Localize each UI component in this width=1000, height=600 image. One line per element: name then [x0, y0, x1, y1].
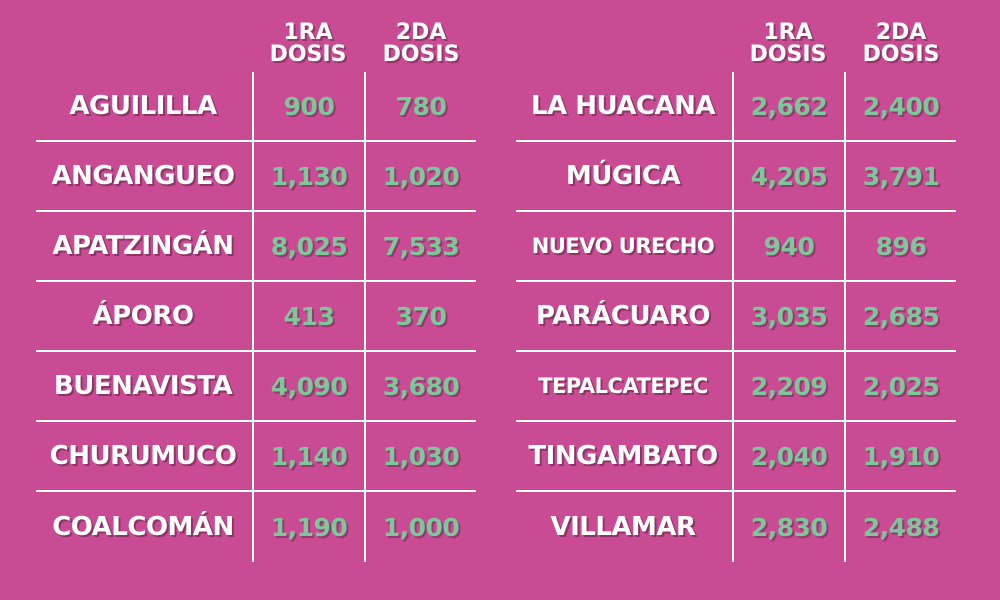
table-row: COALCOMÁN 1,190 1,000 — [36, 492, 476, 562]
header-second-dose-line1: 2DA — [395, 20, 447, 45]
second-dose-value: 2,685 — [844, 282, 956, 350]
first-dose-value: 2,209 — [732, 352, 844, 420]
municipality-name: CHURUMUCO — [49, 441, 237, 471]
second-dose-value: 2,025 — [844, 352, 956, 420]
first-dose-value: 4,205 — [732, 142, 844, 210]
second-dose-value: 2,488 — [844, 492, 956, 562]
municipality-name: APATZINGÁN — [52, 231, 234, 261]
table-row: TEPALCATEPEC 2,209 2,025 — [516, 352, 956, 422]
header-first-dose-line1: 1RA — [283, 20, 333, 45]
table-row: MÚGICA 4,205 3,791 — [516, 142, 956, 212]
second-dose-value: 1,030 — [364, 422, 476, 490]
second-dose-value: 370 — [364, 282, 476, 350]
second-dose-value: 3,791 — [844, 142, 956, 210]
table-body: AGUILILLA 900 780 ANGANGUEO 1,130 1,020 … — [36, 72, 476, 562]
header-first-dose-line2: DOSIS — [749, 42, 827, 67]
table-row: CHURUMUCO 1,140 1,030 — [36, 422, 476, 492]
first-dose-value: 900 — [252, 72, 364, 140]
first-dose-value: 1,140 — [252, 422, 364, 490]
header-second-dose: 2DA DOSIS — [846, 22, 956, 72]
municipality-name: PARÁCUARO — [535, 301, 711, 331]
header-second-dose-line1: 2DA — [875, 20, 927, 45]
table-row: LA HUACANA 2,662 2,400 — [516, 72, 956, 142]
municipality-name: TINGAMBATO — [528, 441, 718, 471]
header-first-dose-line2: DOSIS — [269, 42, 347, 67]
first-dose-value: 8,025 — [252, 212, 364, 280]
second-dose-value: 2,400 — [844, 72, 956, 140]
second-dose-value: 1,020 — [364, 142, 476, 210]
second-dose-value: 780 — [364, 72, 476, 140]
municipality-name: ANGANGUEO — [51, 161, 235, 191]
first-dose-value: 3,035 — [732, 282, 844, 350]
second-dose-value: 1,000 — [364, 492, 476, 562]
municipality-name: NUEVO URECHO — [531, 234, 715, 258]
first-dose-value: 4,090 — [252, 352, 364, 420]
header-first-dose: 1RA DOSIS — [734, 22, 842, 72]
header-second-dose-line2: DOSIS — [382, 42, 460, 67]
header-second-dose: 2DA DOSIS — [366, 22, 476, 72]
first-dose-value: 940 — [732, 212, 844, 280]
header-first-dose: 1RA DOSIS — [254, 22, 362, 72]
first-dose-value: 413 — [252, 282, 364, 350]
municipality-name: LA HUACANA — [530, 91, 716, 121]
second-dose-value: 3,680 — [364, 352, 476, 420]
first-dose-value: 2,830 — [732, 492, 844, 562]
table-row: AGUILILLA 900 780 — [36, 72, 476, 142]
first-dose-value: 1,190 — [252, 492, 364, 562]
table-row: BUENAVISTA 4,090 3,680 — [36, 352, 476, 422]
municipality-name: ÁPORO — [92, 301, 194, 331]
first-dose-value: 2,662 — [732, 72, 844, 140]
table-row: ANGANGUEO 1,130 1,020 — [36, 142, 476, 212]
first-dose-value: 2,040 — [732, 422, 844, 490]
table-body: LA HUACANA 2,662 2,400 MÚGICA 4,205 3,79… — [516, 72, 956, 562]
table-row: VILLAMAR 2,830 2,488 — [516, 492, 956, 562]
header-second-dose-line2: DOSIS — [862, 42, 940, 67]
municipality-name: TEPALCATEPEC — [538, 374, 708, 398]
municipality-name: AGUILILLA — [69, 91, 217, 121]
table-row: PARÁCUARO 3,035 2,685 — [516, 282, 956, 352]
municipality-name: COALCOMÁN — [52, 512, 234, 542]
header-first-dose-line1: 1RA — [763, 20, 813, 45]
municipality-name: VILLAMAR — [550, 512, 696, 542]
table-row: ÁPORO 413 370 — [36, 282, 476, 352]
second-dose-value: 896 — [844, 212, 956, 280]
second-dose-value: 1,910 — [844, 422, 956, 490]
first-dose-value: 1,130 — [252, 142, 364, 210]
second-dose-value: 7,533 — [364, 212, 476, 280]
municipality-name: BUENAVISTA — [53, 371, 233, 401]
table-row: TINGAMBATO 2,040 1,910 — [516, 422, 956, 492]
table-row: APATZINGÁN 8,025 7,533 — [36, 212, 476, 282]
municipality-name: MÚGICA — [565, 161, 681, 191]
table-row: NUEVO URECHO 940 896 — [516, 212, 956, 282]
